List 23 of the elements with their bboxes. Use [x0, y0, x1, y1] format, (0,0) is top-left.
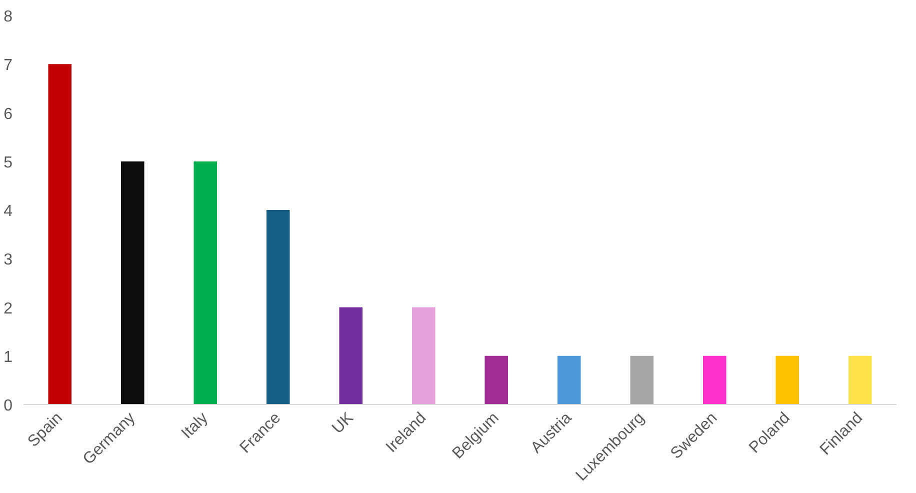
y-tick-label: 4	[4, 203, 13, 220]
y-tick-label: 5	[4, 154, 13, 172]
bar	[48, 64, 72, 404]
bar	[412, 307, 436, 404]
y-tick-label: 8	[4, 8, 13, 26]
bar	[484, 356, 508, 404]
bar	[630, 356, 654, 404]
x-tick-label: Italy	[178, 409, 212, 442]
bar	[776, 356, 800, 404]
y-tick-label: 0	[4, 398, 13, 414]
y-tick-label: 3	[4, 252, 13, 269]
bar	[339, 307, 363, 404]
y-tick-label: 6	[4, 106, 13, 123]
bar	[120, 161, 144, 404]
bar	[194, 161, 218, 404]
y-tick-label: 7	[4, 57, 13, 74]
bar	[557, 356, 581, 404]
bar	[702, 356, 726, 404]
y-tick-label: 1	[4, 348, 13, 366]
x-tick-label: UK	[329, 409, 358, 438]
y-tick-label: 2	[4, 300, 13, 318]
bar	[848, 356, 872, 404]
bar	[266, 210, 290, 404]
